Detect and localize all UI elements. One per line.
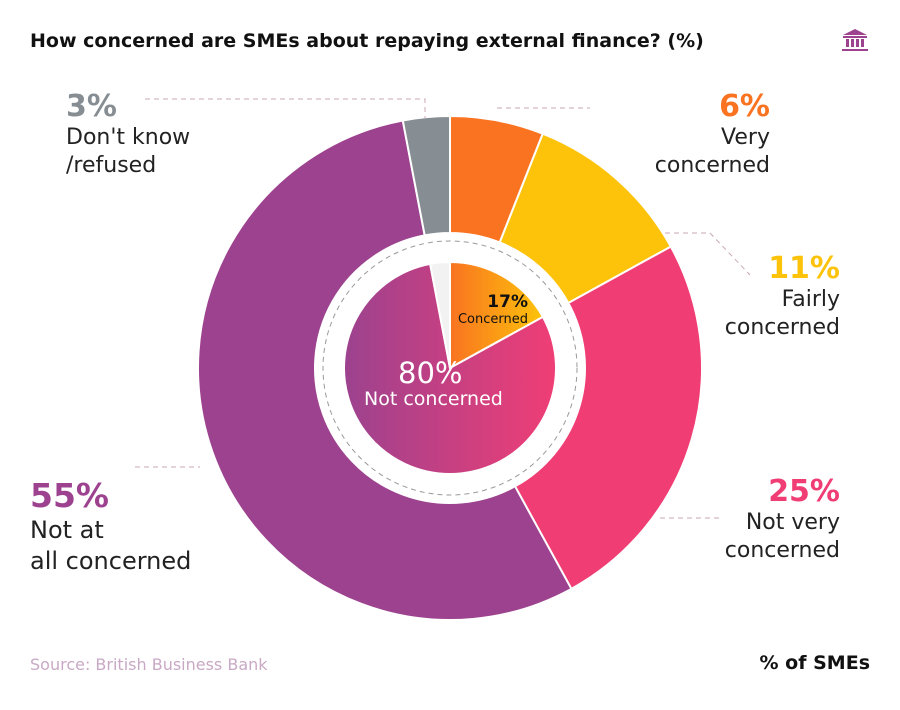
inner-label-conc-pct: 17% [487, 292, 528, 312]
unit-label: % of SMEs [759, 652, 870, 674]
outer-slice-3 [197, 119, 573, 621]
inner-slice-1 [343, 262, 557, 475]
bank-building-icon [842, 28, 868, 56]
label-fairly-concerned: 11% Fairly concerned [724, 251, 840, 341]
label-not-very-concerned: 25% Not very concerned [724, 474, 840, 564]
dashed-ring [322, 240, 578, 496]
leader-line-dk [145, 98, 426, 118]
inner-label-notconc-pct: 80% [398, 356, 462, 390]
chart-title: How concerned are SMEs about repaying ex… [30, 30, 704, 52]
source-note: Source: British Business Bank [30, 655, 268, 674]
inner-label-conc: Concerned [458, 312, 528, 327]
inner-label-notconc: Not concerned [364, 388, 503, 410]
label-not-at-all-concerned: 55% Not at all concerned [30, 476, 192, 576]
inner-slice-0 [449, 260, 545, 370]
inner-slice-2 [428, 260, 451, 369]
outer-slice-2 [513, 245, 703, 591]
outer-slice-4 [401, 114, 451, 237]
leader-line-fairly [665, 232, 751, 276]
label-dont-know: 3% Don't know/refused [66, 89, 191, 179]
label-very-concerned: 6% Very concerned [654, 89, 770, 179]
